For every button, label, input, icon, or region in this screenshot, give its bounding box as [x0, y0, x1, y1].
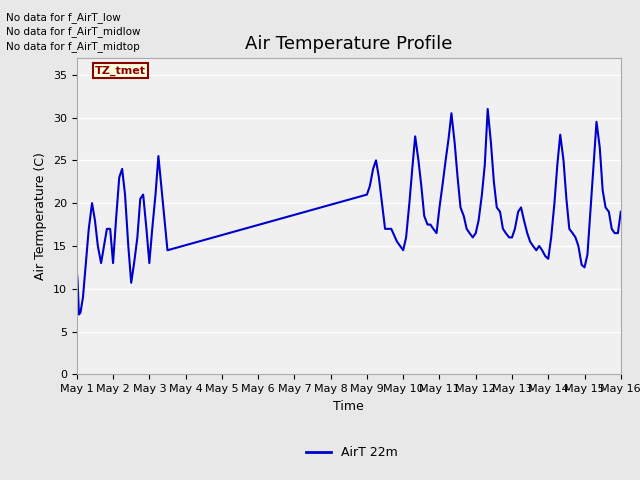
- Title: Air Temperature Profile: Air Temperature Profile: [245, 35, 452, 53]
- Legend: AirT 22m: AirT 22m: [301, 441, 403, 464]
- Text: No data for f_AirT_midtop: No data for f_AirT_midtop: [6, 41, 140, 52]
- Text: No data for f_AirT_midlow: No data for f_AirT_midlow: [6, 26, 141, 37]
- X-axis label: Time: Time: [333, 400, 364, 413]
- Y-axis label: Air Termperature (C): Air Termperature (C): [35, 152, 47, 280]
- Text: No data for f_AirT_low: No data for f_AirT_low: [6, 12, 121, 23]
- Text: TZ_tmet: TZ_tmet: [95, 65, 146, 75]
